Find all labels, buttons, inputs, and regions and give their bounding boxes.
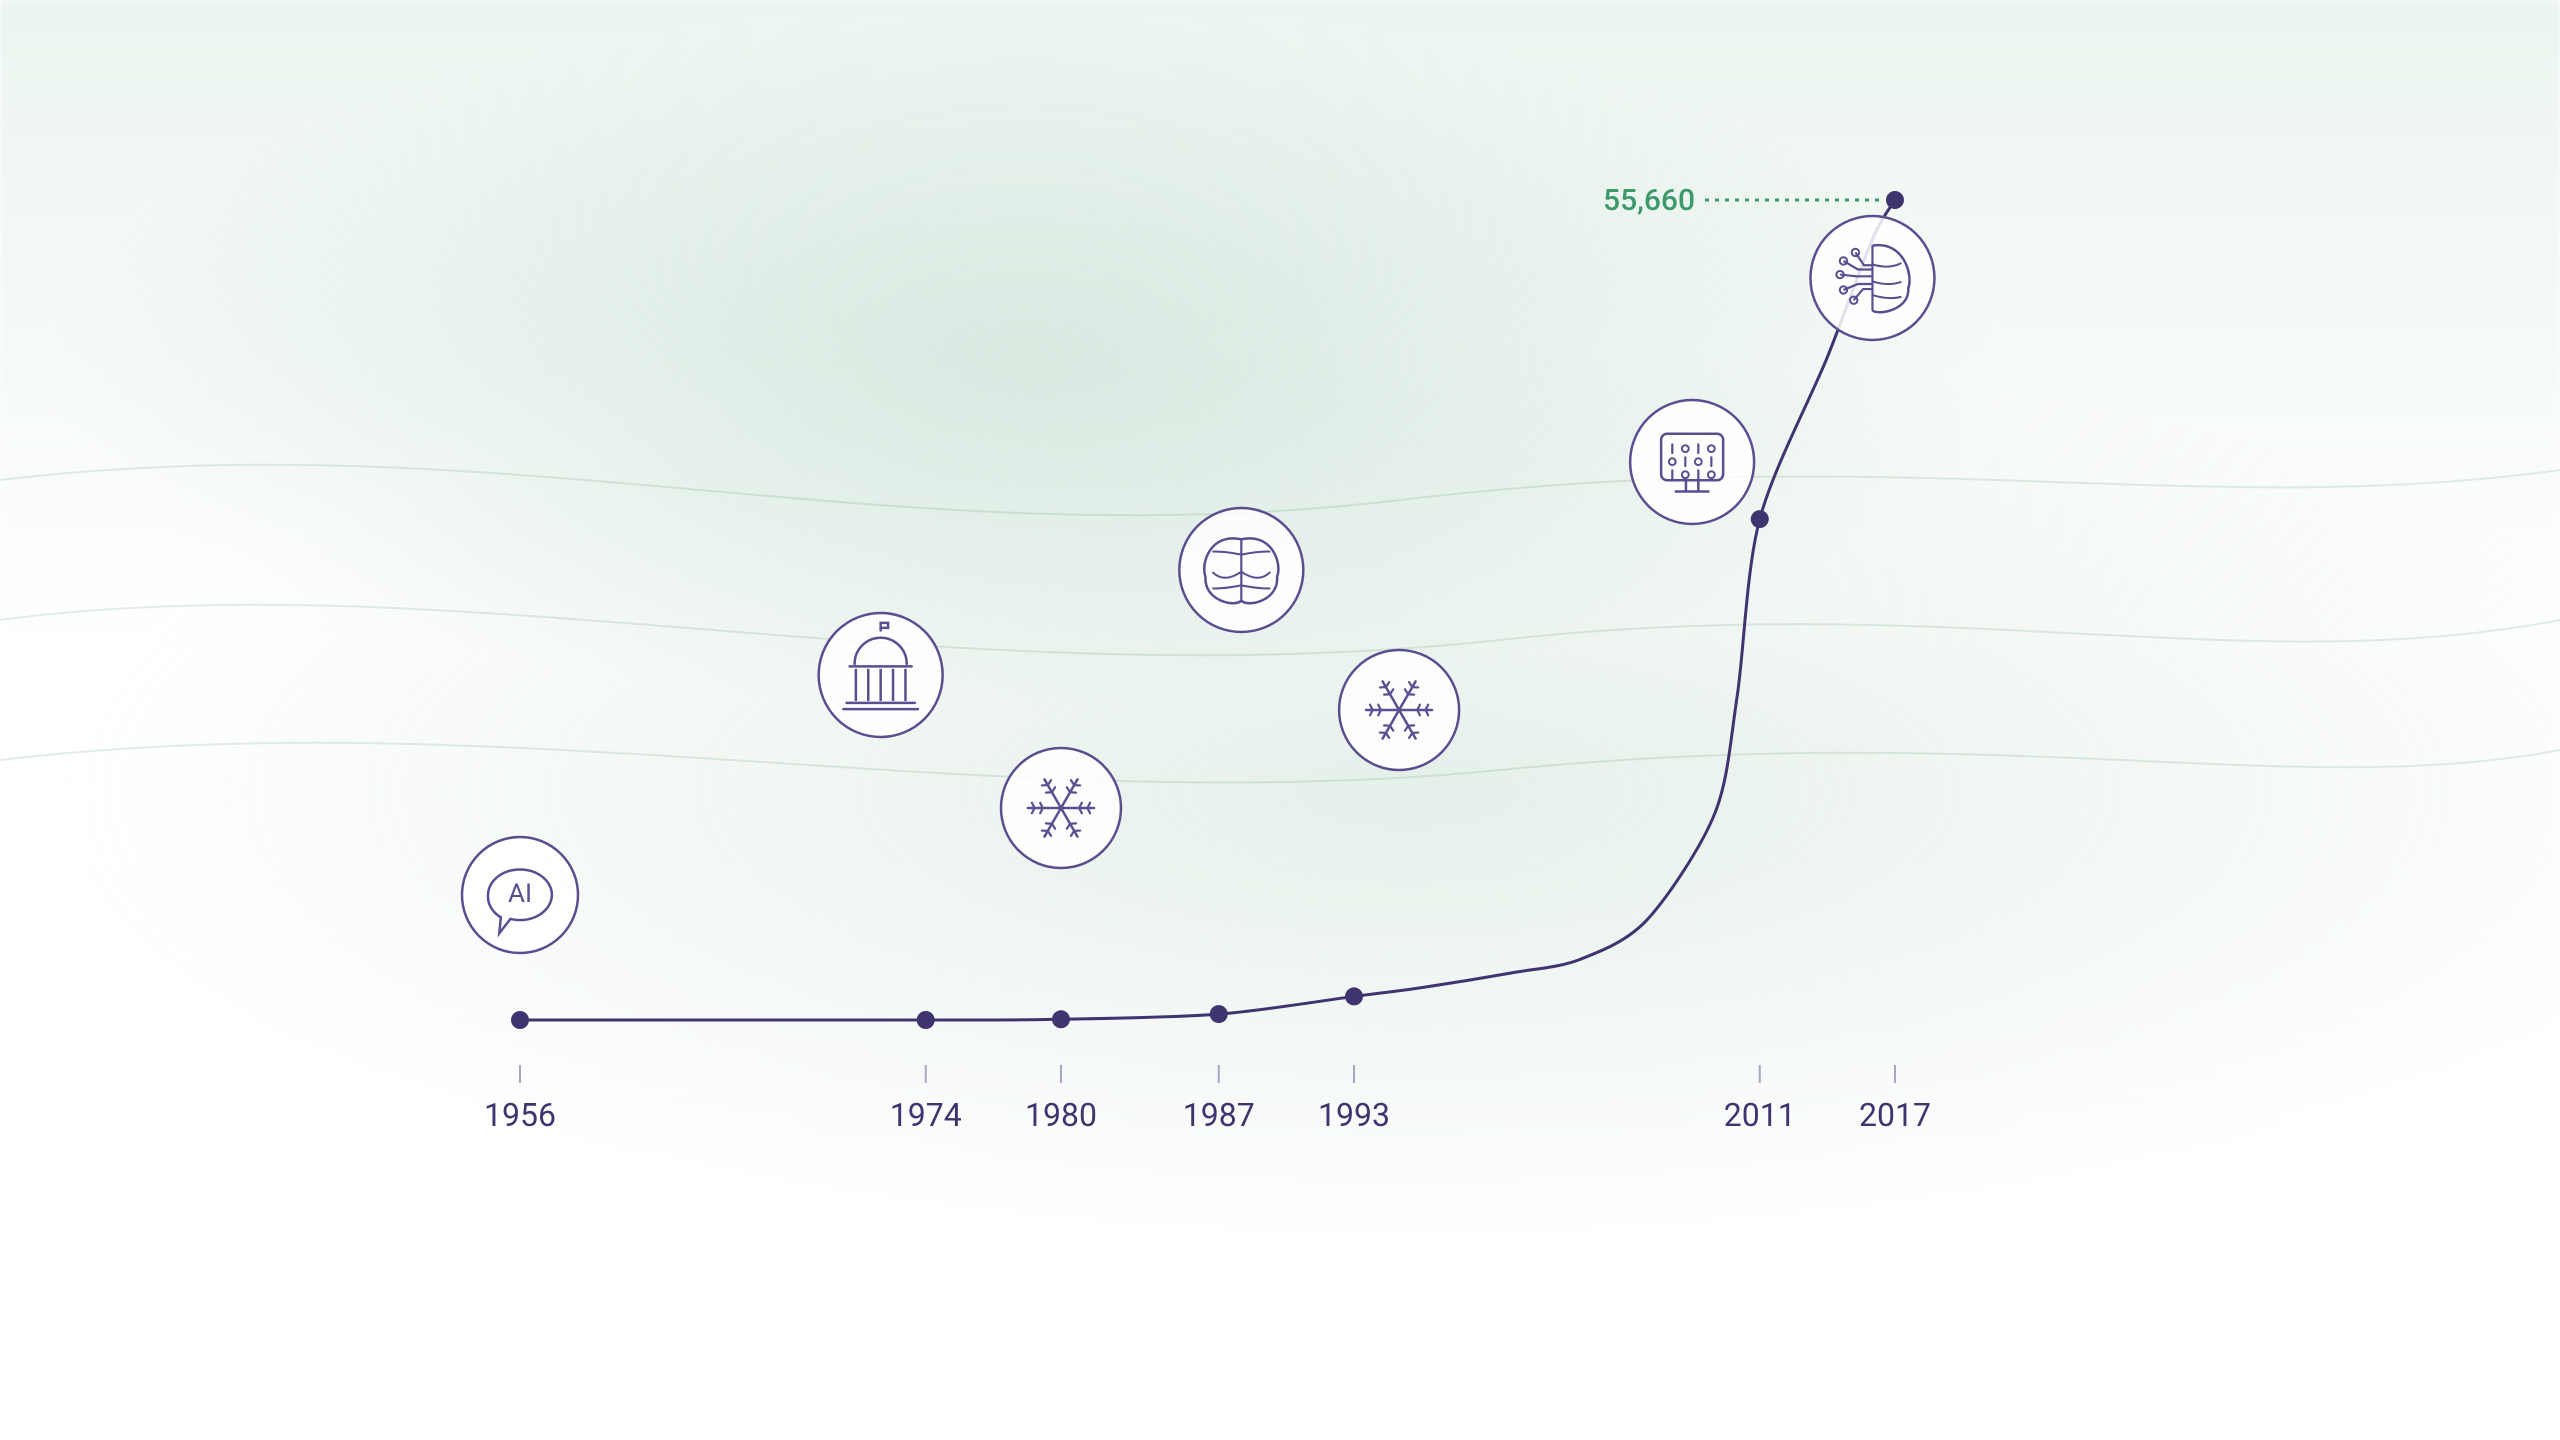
x-axis-label: 1993 — [1318, 1096, 1390, 1134]
gpu-compute-icon — [1630, 400, 1754, 524]
x-axis-label: 1974 — [890, 1096, 962, 1134]
data-marker — [1886, 191, 1904, 209]
svg-text:AI: AI — [508, 879, 532, 909]
government-icon — [819, 613, 943, 737]
snowflake-icon — [1339, 650, 1459, 770]
x-axis-label: 2017 — [1859, 1096, 1931, 1134]
x-axis-label: 1980 — [1025, 1096, 1097, 1134]
ai-speech-icon: AI — [462, 837, 578, 953]
peak-value-label: 55,660 — [1603, 183, 1695, 218]
data-marker — [511, 1011, 529, 1029]
neural-brain-icon — [1810, 216, 1934, 340]
timeline-chart: 1956 1974 1980 1987 1993 2011 2017 55,660 AI — [0, 0, 2560, 1440]
data-marker — [1345, 987, 1363, 1005]
data-marker — [1052, 1010, 1070, 1028]
x-axis-label: 1987 — [1183, 1096, 1255, 1134]
data-marker — [1210, 1005, 1228, 1023]
snowflake-icon — [1001, 748, 1121, 868]
brain-icon — [1179, 508, 1303, 632]
x-axis-label: 1956 — [484, 1096, 556, 1134]
data-marker — [917, 1011, 935, 1029]
x-axis: 1956 1974 1980 1987 1993 2011 2017 — [484, 1065, 1931, 1134]
era-icons: AI — [462, 216, 1934, 953]
x-axis-label: 2011 — [1724, 1096, 1796, 1134]
data-marker — [1751, 510, 1769, 528]
